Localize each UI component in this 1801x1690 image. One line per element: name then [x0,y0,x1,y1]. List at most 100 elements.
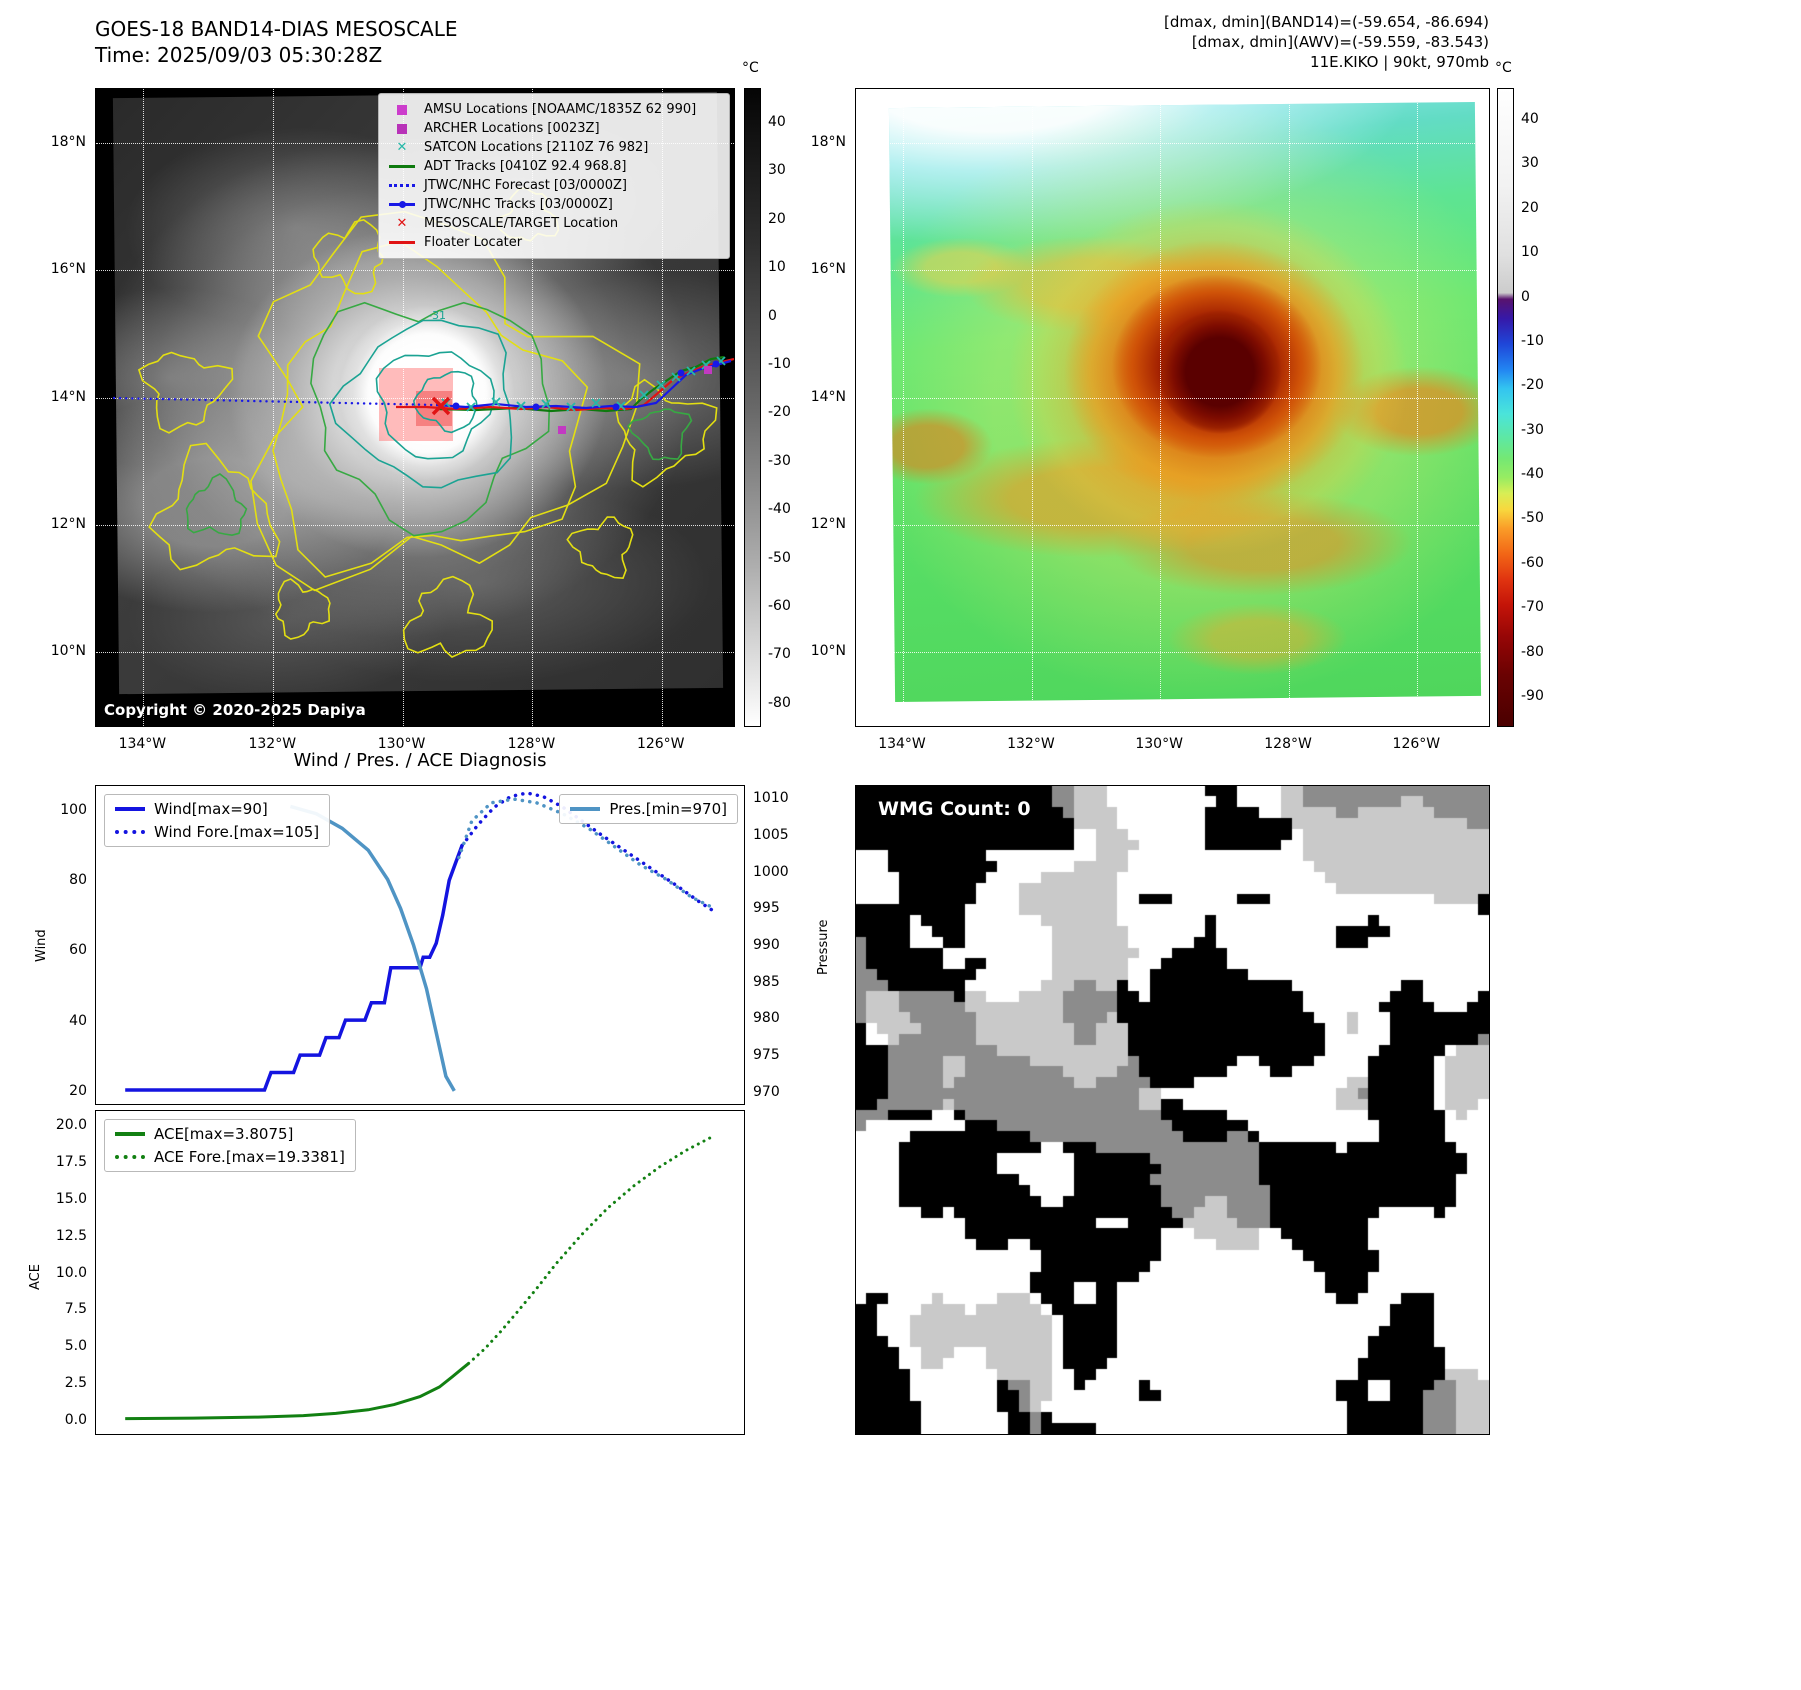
band14-colorbar [744,88,761,727]
jtwc-track-line [435,359,732,410]
awv-header-line1: [dmax, dmin](BAND14)=(-59.654, -86.694) [1164,13,1489,31]
satcon-x-marker [591,398,601,408]
bt-contour [627,408,693,461]
wind-pres-right-tick: 1010 [753,790,789,807]
band14-lon-tick: 128°W [507,736,556,752]
band14-title-line2: Time: 2025/09/03 05:30:28Z [95,43,383,67]
band14-colorbar-tick: -50 [768,549,791,566]
legend-item: ✕ SATCON Locations [2110Z 76 982] [387,138,721,157]
awv-colorbar-tick: -60 [1521,554,1544,571]
bt-contour [566,516,634,580]
awv-lat-tick: 12°N [810,515,846,532]
awv-header-line2: [dmax, dmin](AWV)=(-59.559, -83.543) [1191,33,1489,51]
legend-item: Floater Locater [387,233,721,252]
line-marker-icon [387,241,417,244]
x-marker-icon: ✕ [396,140,408,155]
band14-colorbar-unit: °C [742,60,759,76]
awv-colorbar-tick: 0 [1521,288,1530,305]
square-marker-icon [387,123,417,134]
gridline-vertical [1289,89,1291,726]
jtwc-track-point [712,360,720,368]
awv-colorbar [1497,88,1514,727]
series-Pres. Fore. [457,797,717,911]
awv-lat-tick: 16°N [810,261,846,278]
legend-item-label: Pres.[min=970] [609,800,727,818]
awv-colorbar-tick: -10 [1521,332,1544,349]
series-ACE Fore.[max=19.3381] [467,1133,717,1365]
awv-colorbar-tick: 10 [1521,244,1539,261]
band14-legend: AMSU Locations [NOAAMC/1835Z 62 990] ARCH… [378,93,730,259]
dotted-line-marker-icon [387,184,417,187]
band14-lat-tick: 16°N [50,261,86,278]
awv-lat-tick: 18°N [810,134,846,151]
ace-left-tick: 20.0 [55,1116,87,1133]
gridline-vertical [273,89,275,726]
band14-colorbar-tick: -60 [768,597,791,614]
bt-contour [148,442,281,571]
bt-contour [312,219,384,295]
awv-colorbar-tick: -30 [1521,421,1544,438]
satcon-x-marker [686,366,696,376]
jtwc-track-point [612,403,620,411]
awv-colorbar-tick: -50 [1521,510,1544,527]
gridline-horizontal [856,270,1489,272]
satcon-x-marker [656,380,666,390]
legend-item-label: ARCHER Locations [0023Z] [424,121,600,136]
band14-colorbar-tick: -80 [768,694,791,711]
legend-item-label: JTWC/NHC Tracks [03/0000Z] [424,197,613,212]
dotted-line-swatch [115,830,145,834]
jtwc-forecast-line [112,396,438,407]
legend-item: ✕ MESOSCALE/TARGET Location [387,214,721,233]
awv-colorbar-tick: 30 [1521,155,1539,172]
legend-item: ACE[max=3.8075] [115,1125,345,1143]
awv-header: [dmax, dmin](BAND14)=(-59.654, -86.694) … [1164,12,1489,72]
gridline-vertical [143,89,145,726]
ace-left-tick: 7.5 [64,1301,87,1318]
ace-left-tick: 10.0 [55,1264,87,1281]
gridline-horizontal [856,397,1489,399]
wmg-count-label: WMG Count: 0 [870,796,1039,822]
ace-chart [125,1133,717,1421]
satcon-x-marker [466,402,476,412]
bt-contour [274,578,331,640]
awv-colorbar-tick: -90 [1521,687,1544,704]
x-marker-icon: ✕ [396,216,408,231]
gridline-horizontal [856,143,1489,145]
gridline-vertical [1031,89,1033,726]
satcon-x-marker [639,390,649,400]
amsu-square-marker [704,366,712,374]
pressure-legend: Pres.[min=970] [559,794,738,824]
awv-colorbar-tick: -70 [1521,599,1544,616]
legend-item-label: JTWC/NHC Forecast [03/0000Z] [424,178,627,193]
pressure-axis-label: Pressure [816,919,831,975]
legend-item-label: ADT Tracks [0410Z 92.4 968.8] [424,159,627,174]
gridline-horizontal [96,270,734,272]
bt-contour [310,301,551,537]
wind-pres-right-tick: 975 [753,1047,780,1064]
awv-lon-tick: 126°W [1392,736,1441,752]
wind-pres-chart [125,791,717,1092]
awv-lat-tick: 14°N [810,388,846,405]
wind-pres-left-tick: 100 [60,801,87,818]
band14-colorbar-tick: -20 [768,404,791,421]
amsu-square-marker [558,426,566,434]
band14-lat-tick: 14°N [50,388,86,405]
series-Wind Fore.[max=105] [460,791,717,914]
legend-item: JTWC/NHC Forecast [03/0000Z] [387,176,721,195]
ace-left-tick: 2.5 [64,1375,87,1392]
wmg-panel: WMG Count: 0 [855,785,1490,1435]
series-Pres.[min=970] [289,804,456,1092]
band14-title: GOES-18 BAND14-DIAS MESOSCALE Time: 2025… [95,16,458,68]
awv-lon-tick: 130°W [1135,736,1183,752]
awv-colorbar-tick: -20 [1521,377,1544,394]
satcon-x-marker [491,397,501,407]
jtwc-track-point [677,369,685,377]
band14-lon-tick: 130°W [377,736,426,752]
legend-item: JTWC/NHC Tracks [03/0000Z] [387,195,721,214]
jtwc-track-point [452,402,460,410]
legend-item: AMSU Locations [NOAAMC/1835Z 62 990] [387,100,721,119]
wind-pres-right-tick: 1000 [753,863,789,880]
awv-colorbar-tick: -40 [1521,466,1544,483]
wind-pres-left-tick: 40 [69,1012,87,1029]
line-marker-icon [387,165,417,168]
